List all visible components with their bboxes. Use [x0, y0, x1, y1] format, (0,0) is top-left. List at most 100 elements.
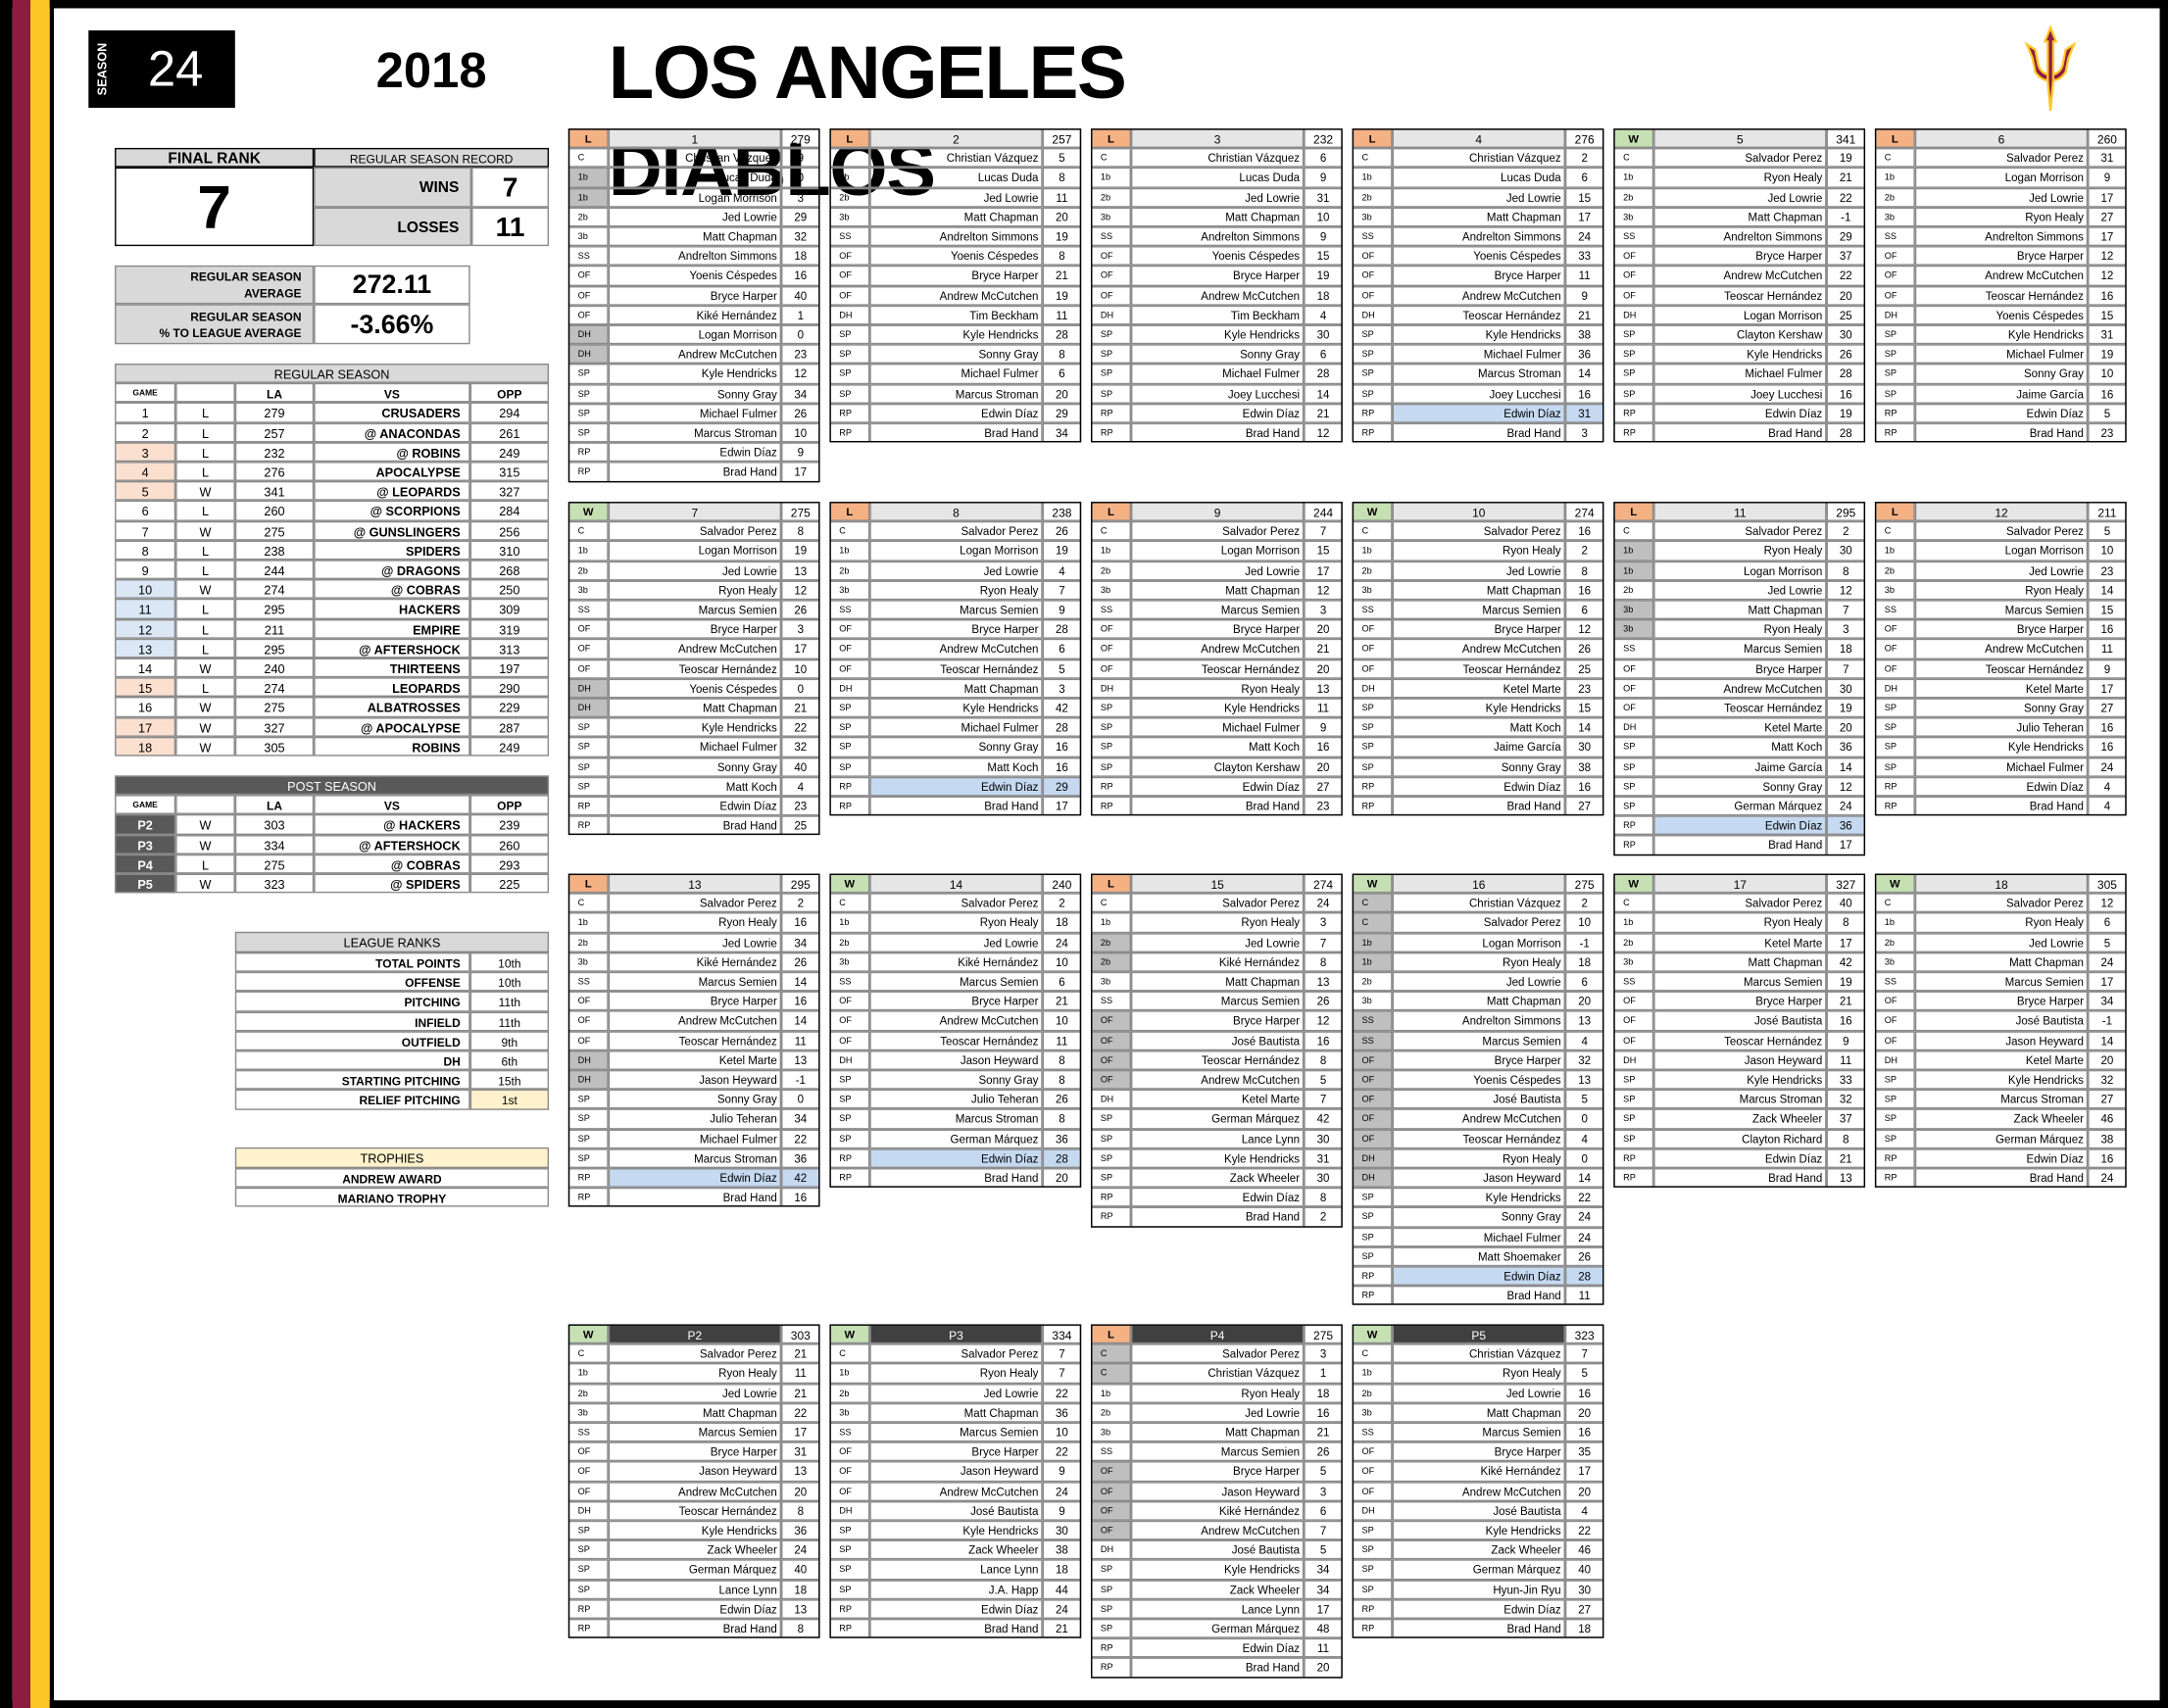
- points: 8: [1304, 1188, 1343, 1208]
- opponent: @ COBRAS: [314, 854, 470, 874]
- position: 2b: [1874, 187, 1915, 208]
- points: 18: [1564, 1618, 1604, 1638]
- table-cell: 274: [234, 579, 315, 600]
- position: DH: [1613, 1049, 1654, 1070]
- position: RP: [1352, 1618, 1393, 1638]
- points: 36: [1042, 1128, 1082, 1148]
- points: 38: [2088, 1128, 2127, 1148]
- position: DH: [1091, 1089, 1131, 1109]
- position: RP: [1874, 1148, 1915, 1169]
- position: RP: [1352, 403, 1393, 423]
- position: SS: [829, 971, 870, 992]
- player: Bryce Harper: [1130, 1010, 1305, 1031]
- points: 2: [1304, 1207, 1343, 1228]
- table-cell: W: [175, 579, 235, 600]
- game-number: 4: [1392, 128, 1565, 149]
- points: 21: [1042, 991, 1082, 1011]
- points: 6: [1564, 600, 1604, 620]
- player: Ryon Healy: [1130, 1383, 1305, 1403]
- player: Andrelton Simmons: [1392, 226, 1565, 247]
- player: Sonny Gray: [1130, 344, 1305, 365]
- points: 40: [1826, 893, 1866, 913]
- label-line: % TO LEAGUE AVERAGE: [159, 325, 302, 340]
- player: Salvador Perez: [869, 1343, 1043, 1364]
- player: Jed Lowrie: [1130, 1402, 1305, 1423]
- points: 19: [1826, 148, 1866, 169]
- points: 32: [1826, 1089, 1866, 1109]
- player: Edwin Díaz: [608, 1598, 782, 1619]
- player: Jed Lowrie: [1914, 932, 2089, 952]
- game-number: 15: [1130, 873, 1305, 894]
- position: SP: [829, 737, 870, 757]
- points: 16: [1042, 756, 1082, 777]
- player: Matt Koch: [1130, 737, 1305, 757]
- position: SP: [1091, 737, 1131, 757]
- game-score: 275: [1304, 1324, 1343, 1344]
- position: SP: [829, 756, 870, 777]
- player: Jed Lowrie: [1392, 971, 1565, 992]
- table-cell: L: [175, 540, 235, 561]
- points: 38: [1042, 1539, 1082, 1560]
- position: SP: [1874, 1069, 1915, 1090]
- position: 3b: [1613, 600, 1654, 620]
- player: Ketel Marte: [1653, 717, 1827, 738]
- position: SP: [829, 698, 870, 718]
- points: 15: [1304, 541, 1343, 561]
- position: SP: [829, 1520, 870, 1540]
- game-score: 334: [1042, 1324, 1082, 1344]
- points: 24: [2088, 952, 2127, 972]
- points: 16: [2088, 285, 2127, 306]
- player: Bryce Harper: [1914, 619, 2089, 640]
- game-number: 10: [1392, 502, 1565, 522]
- position: 1b: [829, 1363, 870, 1384]
- position: DH: [1874, 305, 1915, 325]
- position: 1b: [1352, 932, 1393, 952]
- points: 26: [1564, 639, 1604, 659]
- player: Ketel Marte: [1392, 678, 1565, 699]
- points: 5: [2088, 932, 2127, 952]
- points: 14: [2088, 1030, 2127, 1050]
- points: 16: [1564, 776, 1604, 797]
- points: 12: [2088, 893, 2127, 913]
- position: SP: [1874, 698, 1915, 718]
- player: German Márquez: [1130, 1618, 1305, 1638]
- position: OF: [1091, 1010, 1131, 1031]
- points: 10: [2088, 364, 2127, 384]
- points: 40: [781, 1559, 820, 1580]
- player: Matt Shoemaker: [1392, 1246, 1565, 1267]
- player: Teoscar Hernández: [1130, 659, 1305, 679]
- player: Kyle Hendricks: [869, 1520, 1043, 1540]
- logo-trident: [2024, 24, 2077, 111]
- player: Bryce Harper: [608, 1441, 782, 1462]
- player: Andrew McCutchen: [1914, 266, 2089, 286]
- position: RP: [1874, 776, 1915, 797]
- table-cell: 11: [115, 599, 176, 619]
- points: 11: [1304, 698, 1343, 718]
- position: SP: [1613, 344, 1654, 365]
- points: 9: [1304, 168, 1343, 188]
- points: 42: [1826, 952, 1866, 972]
- game-result: L: [1874, 502, 1915, 522]
- points: 25: [1826, 305, 1866, 325]
- player: Julio Teheran: [608, 1108, 782, 1129]
- points: 38: [1564, 324, 1604, 345]
- position: OF: [1352, 285, 1393, 306]
- game-result: W: [1613, 128, 1654, 149]
- points: 22: [1042, 1441, 1082, 1462]
- position: OF: [829, 619, 870, 640]
- table-cell: 309: [469, 599, 550, 619]
- game-score: 232: [1304, 128, 1343, 149]
- rank-label: RELIEF PITCHING: [234, 1090, 470, 1110]
- position: DH: [1352, 1500, 1393, 1521]
- position: SP: [567, 1559, 609, 1580]
- position: DH: [567, 344, 609, 365]
- game-result: L: [1091, 873, 1131, 894]
- points: 22: [1042, 1383, 1082, 1403]
- position: 3b: [567, 226, 609, 247]
- position: SP: [1352, 1246, 1393, 1267]
- player: Brad Hand: [1392, 1618, 1565, 1638]
- position: C: [829, 148, 870, 169]
- table-cell: L: [175, 854, 235, 874]
- player: Bryce Harper: [1392, 619, 1565, 640]
- game-result: L: [1091, 502, 1131, 522]
